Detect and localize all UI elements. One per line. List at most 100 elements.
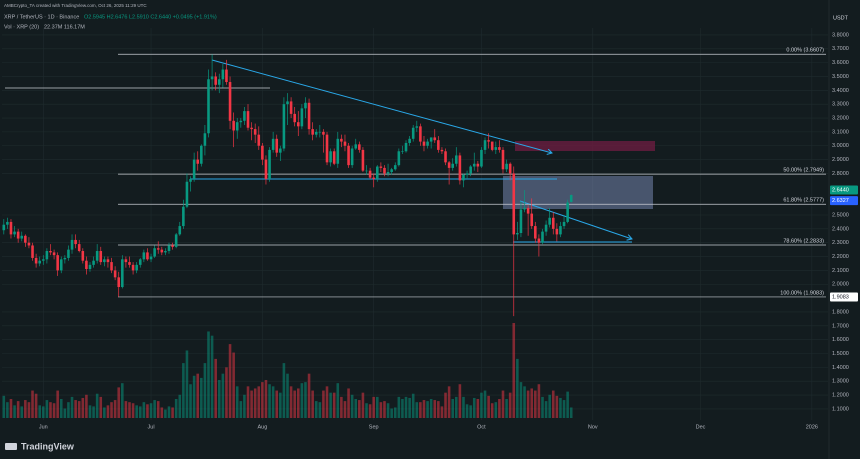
fib-label: 0.00% (3.6607) <box>786 48 824 54</box>
volume-bar <box>146 404 149 418</box>
candle-body <box>325 134 329 163</box>
candle-body <box>354 144 358 149</box>
volume-bar <box>451 399 455 418</box>
volume-bar <box>160 407 164 418</box>
candle-body <box>562 221 566 227</box>
y-tick-label: 2.8000 <box>832 171 849 177</box>
volume-bar <box>282 363 286 418</box>
candle-body <box>95 251 99 261</box>
volume-bar <box>483 390 487 418</box>
volume-bar <box>469 405 472 418</box>
candle-body <box>264 159 268 179</box>
candle-body <box>476 163 480 167</box>
candle-body <box>379 166 383 168</box>
volume-bar <box>253 388 257 418</box>
candle-body <box>6 221 9 225</box>
volume-bar <box>526 390 530 418</box>
candle-body <box>200 145 203 164</box>
candle-body <box>465 173 469 175</box>
candle-body <box>336 138 340 164</box>
volume-bar <box>498 399 501 418</box>
candle-body <box>128 262 131 265</box>
volume-bar <box>203 363 207 418</box>
volume-bar <box>476 399 480 418</box>
volume-bar <box>63 408 67 418</box>
volume-bar <box>268 384 271 418</box>
volume-bar <box>128 402 131 418</box>
candle-body <box>117 277 121 288</box>
y-tick-label: 3.8000 <box>832 32 849 38</box>
volume-bar <box>289 386 293 418</box>
y-tick-label: 2.2000 <box>832 254 849 260</box>
volume-bar <box>6 402 9 418</box>
volume-bar <box>411 393 415 418</box>
volume-bar <box>228 344 232 418</box>
x-tick-label: Sep <box>369 424 379 430</box>
volume-bar <box>541 396 544 418</box>
volume-bar <box>559 397 562 418</box>
volume-bar <box>508 392 512 418</box>
volume-bar <box>153 400 156 418</box>
candle-body <box>257 134 261 146</box>
price-label-box <box>830 196 858 206</box>
volume-bar <box>239 401 243 418</box>
volume-bar <box>67 402 70 418</box>
candle-body <box>559 226 562 235</box>
candle-body <box>455 155 458 164</box>
volume-bar <box>45 400 49 418</box>
volume-bar <box>275 390 279 418</box>
volume-bar <box>121 383 124 418</box>
logo-icon <box>5 443 17 450</box>
chart-title: XRP / TetherUS · 1D · Binance <box>4 14 79 20</box>
volume-bar <box>20 406 24 418</box>
candle-body <box>210 76 214 80</box>
volume-bar <box>49 402 52 418</box>
price-label-box <box>830 292 858 302</box>
volume-bar <box>92 406 95 418</box>
volume-title: Vol · XRP (20) <box>4 24 39 30</box>
volume-bar <box>189 384 192 418</box>
volume-bar <box>379 402 383 418</box>
candle-body <box>487 140 490 142</box>
candle-body <box>81 251 85 261</box>
candle-body <box>9 221 13 235</box>
trend-line <box>211 59 552 153</box>
candle-body <box>20 235 24 239</box>
volume-bar <box>85 394 88 418</box>
candle-body <box>88 264 92 270</box>
volume-bar <box>24 400 27 418</box>
volume-bar <box>375 396 379 418</box>
candle-body <box>322 131 325 135</box>
volume-bar <box>221 373 225 418</box>
volume-bar <box>117 387 121 418</box>
volume-bar <box>426 401 429 418</box>
volume-bar <box>494 402 498 418</box>
candle-body <box>156 248 160 250</box>
candle-body <box>440 149 444 152</box>
candle-body <box>544 224 548 232</box>
volume-bar <box>530 388 534 418</box>
volume-bar <box>192 375 196 418</box>
candle-body <box>512 173 516 235</box>
y-tick-label: 1.6000 <box>832 337 849 343</box>
volume-bar <box>401 399 404 418</box>
candle-body <box>42 259 45 261</box>
volume-bar <box>433 400 437 418</box>
y-tick-label: 3.4000 <box>832 88 849 94</box>
candle-body <box>350 148 354 166</box>
candle-body <box>185 181 189 207</box>
volume-bar <box>156 401 160 418</box>
volume-bar <box>196 373 200 418</box>
volume-bar <box>135 405 138 418</box>
fib-label: 78.60% (2.2833) <box>783 238 824 244</box>
candle-body <box>318 131 322 133</box>
candle-body <box>164 251 167 253</box>
volume-bar <box>347 388 350 418</box>
candle-body <box>508 163 512 174</box>
y-tick-label: 2.5000 <box>832 212 849 218</box>
candle-body <box>534 226 537 239</box>
candle-body <box>13 231 16 235</box>
candle-body <box>483 140 487 150</box>
volume-bar <box>124 401 128 418</box>
candle-body <box>103 259 106 263</box>
